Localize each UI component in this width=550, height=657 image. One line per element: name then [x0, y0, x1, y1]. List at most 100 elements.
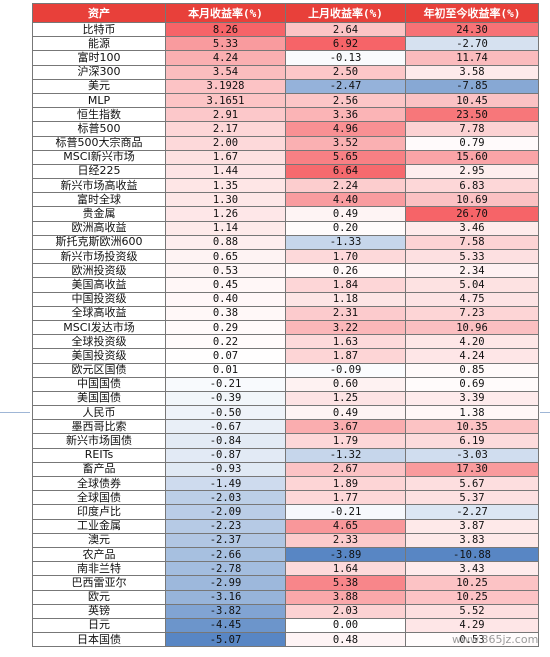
return-cell: -3.16: [165, 589, 286, 605]
asset-name: 标普500大宗商品: [32, 135, 166, 151]
return-cell: 0.20: [285, 220, 406, 236]
asset-name: 美元: [32, 78, 166, 94]
return-cell: 4.65: [285, 518, 406, 534]
divider: [540, 412, 550, 413]
return-cell: 8.26: [165, 21, 286, 38]
table-row: 欧洲投资级 0.53 0.26 2.34: [32, 263, 539, 279]
asset-name: 墨西哥比索: [32, 419, 166, 435]
return-cell: -0.21: [285, 504, 406, 520]
return-cell: 4.40: [285, 192, 406, 208]
asset-name: 能源: [32, 36, 166, 52]
table-row: 能源 5.33 6.92 -2.70: [32, 36, 539, 52]
return-cell: 0.22: [165, 334, 286, 350]
return-cell: 0.45: [165, 277, 286, 293]
asset-name: 恒生指数: [32, 107, 166, 123]
return-cell: -4.45: [165, 617, 286, 634]
table-row: 墨西哥比索 -0.67 3.67 10.35: [32, 419, 539, 435]
asset-name: 新兴市场投资级: [32, 248, 166, 265]
return-cell: -0.93: [165, 461, 286, 478]
return-cell: -2.09: [165, 504, 286, 520]
return-cell: 3.58: [405, 64, 539, 80]
asset-name: MLP: [32, 92, 166, 109]
return-cell: -2.37: [165, 532, 286, 548]
return-cell: 1.84: [285, 277, 406, 293]
return-cell: 0.48: [285, 632, 406, 648]
return-cell: 4.75: [405, 291, 539, 307]
return-cell: -0.87: [165, 447, 286, 463]
table-row: 贵金属 1.26 0.49 26.70: [32, 206, 539, 222]
return-cell: 3.83: [405, 532, 539, 548]
asset-name: 贵金属: [32, 206, 166, 222]
return-cell: 1.44: [165, 163, 286, 180]
asset-name: 欧元: [32, 589, 166, 605]
return-cell: 15.60: [405, 149, 539, 165]
table-row: 新兴市场高收益 1.35 2.24 6.83: [32, 178, 539, 194]
header-cell: 资产: [32, 3, 166, 23]
asset-name: 斯托克斯欧洲600: [32, 234, 166, 251]
table-row: 美元 3.1928 -2.47 -7.85: [32, 78, 539, 94]
return-cell: 1.63: [285, 334, 406, 350]
table-row: 印度卢比 -2.09 -0.21 -2.27: [32, 504, 539, 520]
return-cell: -3.89: [285, 546, 406, 563]
return-cell: 0.88: [165, 234, 286, 251]
return-cell: -2.70: [405, 36, 539, 52]
return-cell: 4.24: [405, 348, 539, 364]
table-row: 沪深300 3.54 2.50 3.58: [32, 64, 539, 80]
asset-name: MSCI发达市场: [32, 319, 166, 336]
asset-name: 美国投资级: [32, 348, 166, 364]
return-cell: -2.23: [165, 518, 286, 534]
asset-name: 中国投资级: [32, 291, 166, 307]
return-cell: 2.00: [165, 135, 286, 151]
return-cell: 5.52: [405, 603, 539, 619]
return-cell: 2.33: [285, 532, 406, 548]
return-cell: 5.65: [285, 149, 406, 165]
return-cell: 3.43: [405, 561, 539, 577]
return-cell: 1.77: [285, 490, 406, 506]
return-cell: 2.34: [405, 263, 539, 279]
asset-name: 畜产品: [32, 461, 166, 478]
return-cell: 0.01: [165, 362, 286, 378]
return-cell: 3.1928: [165, 78, 286, 94]
table-row: 欧元区国债 0.01 -0.09 0.85: [32, 362, 539, 378]
return-cell: -0.67: [165, 419, 286, 435]
return-cell: -3.03: [405, 447, 539, 463]
asset-name: 美国国债: [32, 390, 166, 407]
table-row: 日元 -4.45 0.00 4.29: [32, 617, 539, 634]
return-cell: 1.25: [285, 390, 406, 407]
return-cell: 23.50: [405, 107, 539, 123]
return-cell: 0.00: [285, 617, 406, 634]
return-cell: 10.96: [405, 319, 539, 336]
return-cell: 0.69: [405, 376, 539, 392]
return-cell: 24.30: [405, 21, 539, 38]
return-cell: 0.38: [165, 305, 286, 321]
table-row: REITs -0.87 -1.32 -3.03: [32, 447, 539, 463]
return-cell: -2.27: [405, 504, 539, 520]
return-cell: 2.67: [285, 461, 406, 478]
asset-name: 新兴市场国债: [32, 433, 166, 449]
table-row: 畜产品 -0.93 2.67 17.30: [32, 461, 539, 478]
table-row: 英镑 -3.82 2.03 5.52: [32, 603, 539, 619]
table-row: 新兴市场国债 -0.84 1.79 6.19: [32, 433, 539, 449]
returns-table: 资产 本月收益率(%) 上月收益率(%) 年初至今收益率(%) 比特币 8.26 2…: [32, 3, 539, 648]
return-cell: -2.47: [285, 78, 406, 94]
return-cell: 5.33: [165, 36, 286, 52]
table-row: 斯托克斯欧洲600 0.88 -1.33 7.58: [32, 234, 539, 251]
return-cell: 7.58: [405, 234, 539, 251]
table-row: 欧元 -3.16 3.88 10.25: [32, 589, 539, 605]
return-cell: 4.24: [165, 50, 286, 66]
table-row: MSCI新兴市场 1.67 5.65 15.60: [32, 149, 539, 165]
return-cell: 3.36: [285, 107, 406, 123]
return-cell: 0.60: [285, 376, 406, 392]
return-cell: 26.70: [405, 206, 539, 222]
asset-name: 标普500: [32, 121, 166, 137]
return-cell: 0.65: [165, 248, 286, 265]
table-row: 农产品 -2.66 -3.89 -10.88: [32, 546, 539, 563]
return-cell: 2.17: [165, 121, 286, 137]
return-cell: 1.87: [285, 348, 406, 364]
return-cell: -3.82: [165, 603, 286, 619]
return-cell: -0.50: [165, 405, 286, 421]
return-cell: 1.30: [165, 192, 286, 208]
table-row: 全球债券 -1.49 1.89 5.67: [32, 475, 539, 492]
asset-name: MSCI新兴市场: [32, 149, 166, 165]
